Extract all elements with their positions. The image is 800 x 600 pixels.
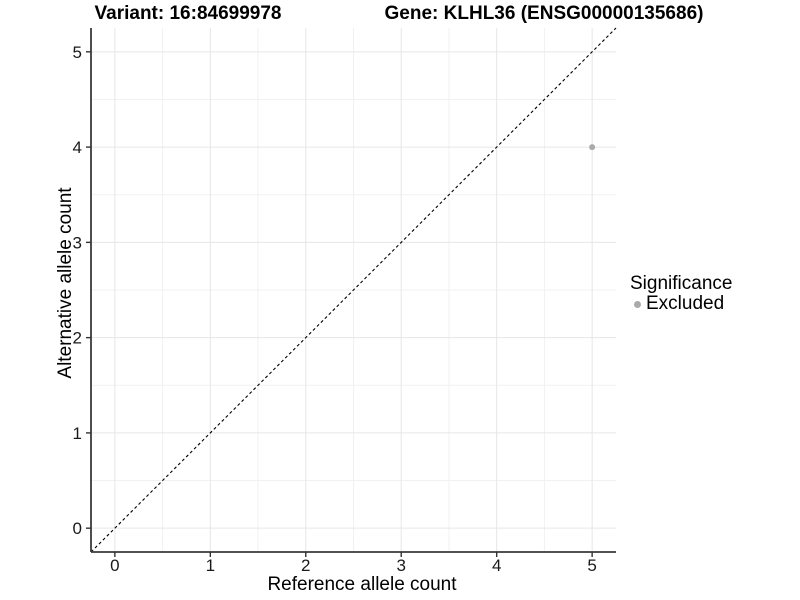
x-tick-label: 0 [110, 556, 119, 575]
gene-title: Gene: KLHL36 (ENSG00000135686) [384, 3, 704, 24]
y-tick-label: 1 [73, 424, 82, 443]
x-tick-label: 3 [396, 556, 405, 575]
y-tick-label: 0 [73, 519, 82, 538]
legend-point-icon [634, 300, 641, 308]
x-tick-label: 2 [301, 556, 310, 575]
legend-entry-label: Excluded [646, 293, 725, 314]
variant-title: Variant: 16:84699978 [94, 3, 282, 24]
x-axis-title: Reference allele count [267, 574, 457, 595]
legend-title: Significance [630, 273, 733, 294]
y-tick-label: 2 [73, 329, 82, 348]
identity-line [90, 27, 617, 553]
x-tick-label: 4 [492, 556, 501, 575]
x-tick-label: 1 [206, 556, 215, 575]
y-axis-title: Alternative allele count [55, 187, 76, 379]
x-tick-label: 5 [587, 556, 596, 575]
y-tick-label: 4 [73, 138, 82, 157]
y-tick-label: 3 [73, 233, 82, 252]
data-point [589, 144, 596, 151]
legend: Significance Excluded [630, 274, 732, 314]
legend-entry: Excluded [630, 294, 732, 314]
y-tick-label: 5 [73, 43, 82, 62]
